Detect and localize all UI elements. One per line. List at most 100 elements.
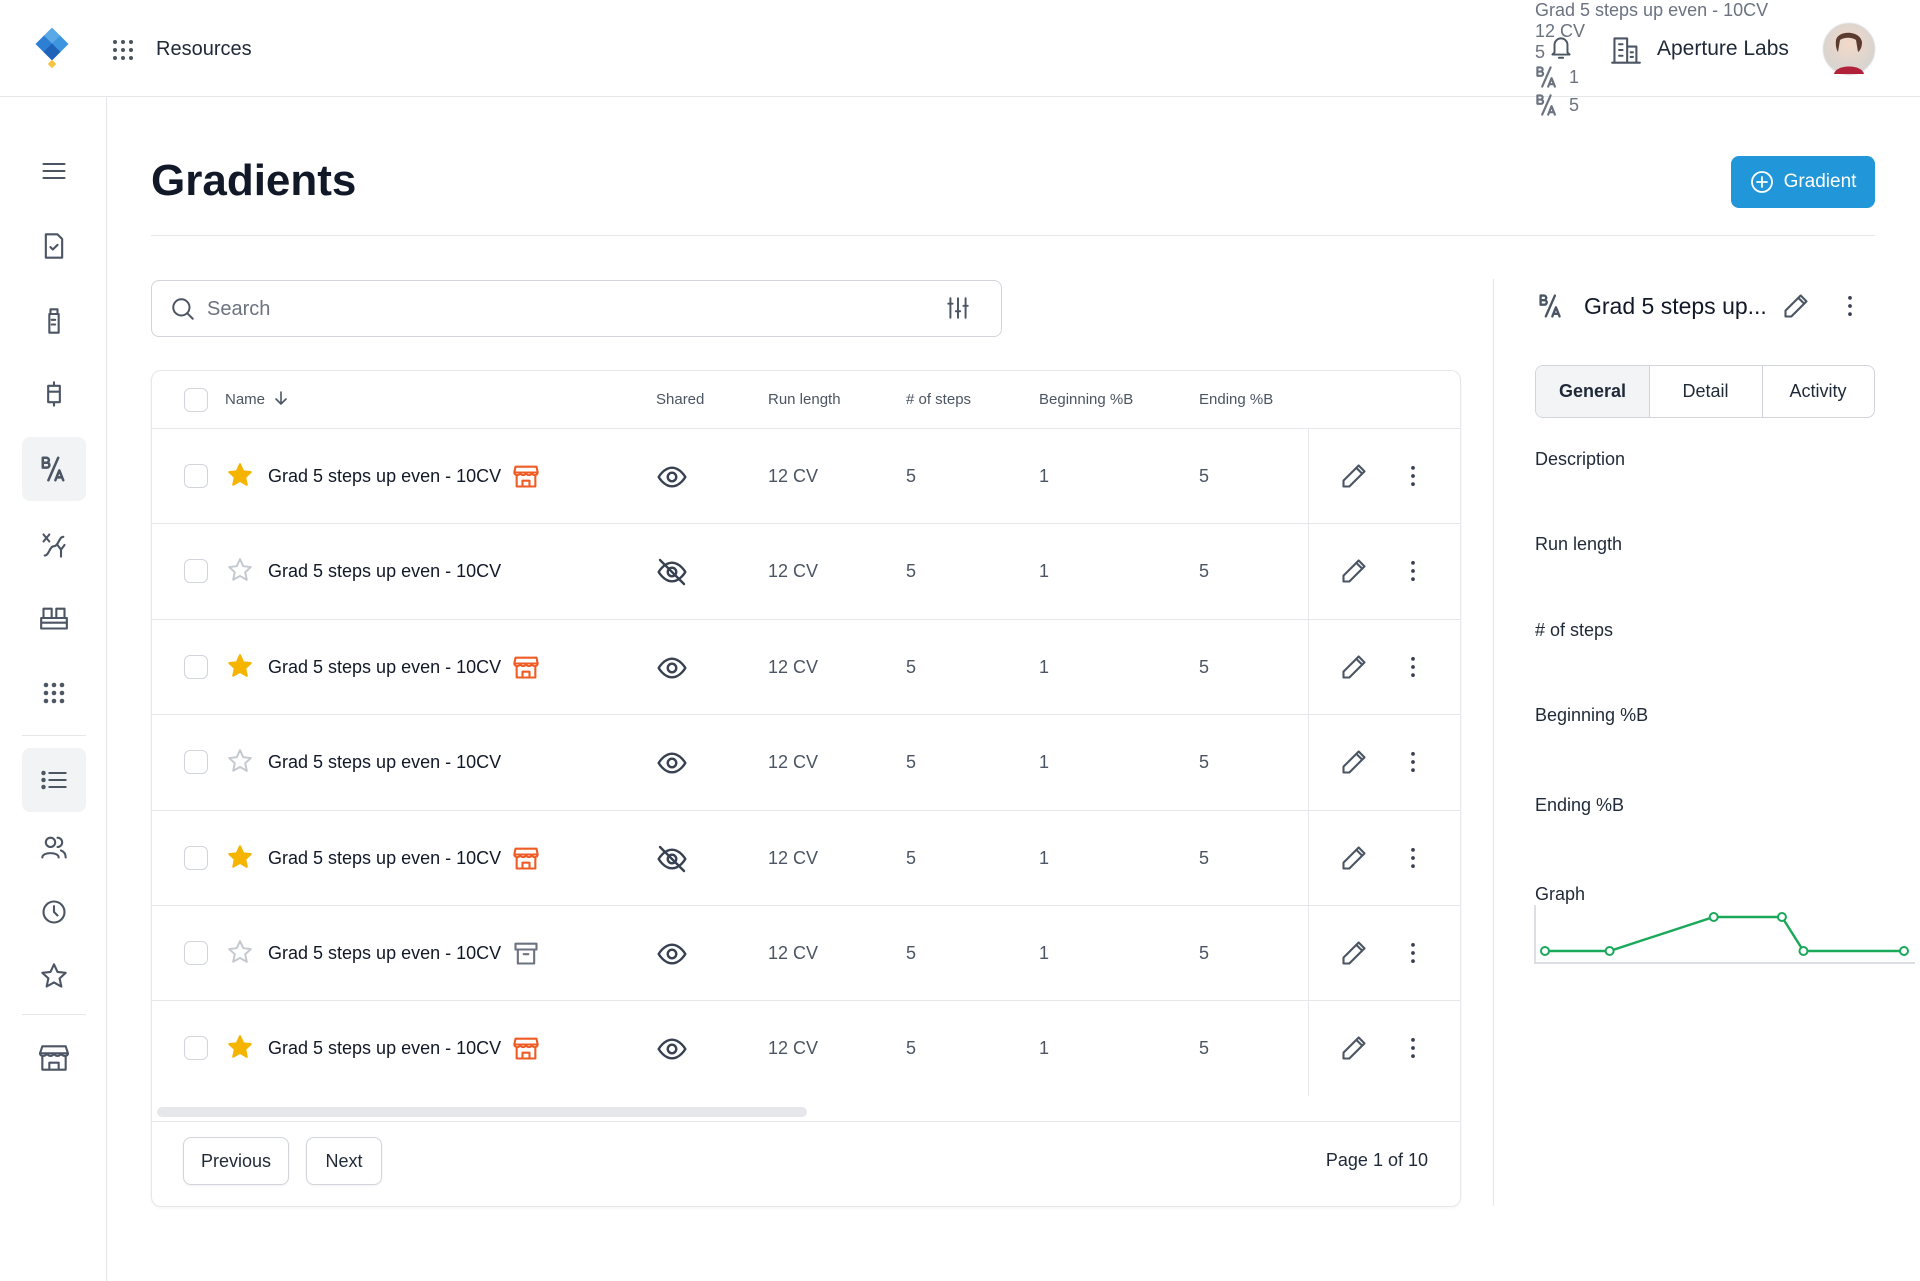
edit-icon[interactable]: [1340, 844, 1368, 872]
shared-icon[interactable]: [656, 652, 688, 684]
star-icon[interactable]: [227, 1034, 253, 1060]
steps: 5: [906, 752, 917, 773]
nav-icon[interactable]: [42, 681, 66, 705]
ending: 5: [1199, 943, 1210, 963]
bell-icon[interactable]: [1548, 33, 1574, 61]
row-checkbox[interactable]: [184, 559, 208, 584]
edit-icon[interactable]: [1782, 292, 1810, 320]
star-icon[interactable]: [227, 653, 253, 679]
avatar[interactable]: [1822, 22, 1876, 76]
graph-axis: [1534, 905, 1915, 964]
gradient-name[interactable]: Grad 5 steps up even - 10CV: [268, 561, 502, 582]
more-icon[interactable]: [1399, 844, 1427, 872]
shared-icon[interactable]: [656, 1033, 688, 1065]
star-icon[interactable]: [227, 557, 253, 583]
row-checkbox[interactable]: [184, 464, 208, 488]
column-header: Ending %B: [1199, 391, 1274, 408]
previous-button[interactable]: Previous: [183, 1137, 289, 1185]
org-name[interactable]: Aperture Labs: [1657, 37, 1789, 60]
nav-icon[interactable]: [40, 766, 68, 794]
more-icon[interactable]: [1399, 653, 1427, 681]
gradient-name[interactable]: Grad 5 steps up even - 10CV: [268, 656, 502, 677]
field-value: Grad 5 steps up even - 10CV: [1535, 0, 1915, 21]
ending: 5: [1199, 656, 1210, 677]
edit-icon[interactable]: [1340, 462, 1368, 490]
steps: 5: [906, 847, 917, 868]
shared-icon[interactable]: [656, 461, 688, 493]
row-checkbox[interactable]: [184, 750, 208, 775]
nav-icon[interactable]: [40, 962, 68, 990]
search-box[interactable]: Search: [151, 280, 1002, 337]
nav-icon[interactable]: [40, 455, 68, 483]
edit-icon[interactable]: [1340, 939, 1368, 967]
gradient-name[interactable]: Grad 5 steps up even - 10CV: [268, 466, 502, 486]
gradient-name[interactable]: Grad 5 steps up even - 10CV: [268, 752, 502, 773]
button-label: Gradient: [1783, 171, 1857, 192]
graph-point: [1776, 912, 1787, 922]
shared-icon[interactable]: [656, 747, 688, 779]
nav-icon[interactable]: [40, 833, 68, 861]
next-button[interactable]: Next: [306, 1137, 382, 1185]
edit-icon[interactable]: [1340, 748, 1368, 776]
not-shared-icon[interactable]: [656, 843, 688, 875]
edit-icon[interactable]: [1340, 557, 1368, 585]
field-value: 5: [1535, 91, 1915, 119]
more-icon[interactable]: [1836, 292, 1864, 320]
row-checkbox[interactable]: [184, 1036, 208, 1061]
more-icon[interactable]: [1399, 939, 1427, 967]
tab[interactable]: General: [1536, 366, 1650, 417]
beginning: 1: [1039, 1038, 1050, 1059]
row-checkbox[interactable]: [184, 654, 208, 679]
gradient-name[interactable]: Grad 5 steps up even - 10CV: [268, 943, 502, 963]
scrollbar[interactable]: [157, 1107, 807, 1117]
beginning: 1: [1039, 943, 1050, 963]
menu-icon[interactable]: [40, 157, 68, 185]
logo[interactable]: [30, 28, 74, 72]
row-checkbox[interactable]: [184, 845, 208, 870]
nav-icon[interactable]: [40, 380, 68, 408]
nav-icon[interactable]: [40, 307, 68, 335]
nav-icon[interactable]: [40, 898, 68, 926]
tab[interactable]: Activity: [1789, 381, 1847, 401]
ending: 5: [1199, 752, 1210, 773]
sidebar-border: [106, 96, 107, 1281]
tab[interactable]: Detail: [1649, 366, 1763, 417]
column-header: Shared: [656, 391, 705, 408]
nav-icon[interactable]: [38, 1044, 70, 1072]
action-divider: [1308, 906, 1309, 1001]
ending: 5: [1199, 1038, 1210, 1059]
nav-icon[interactable]: [40, 531, 68, 559]
nav-icon[interactable]: [40, 232, 68, 260]
filter-icon[interactable]: [945, 295, 971, 321]
app-name[interactable]: Resources: [156, 38, 252, 60]
divider: [151, 235, 1875, 236]
steps: 5: [906, 466, 917, 486]
star-icon[interactable]: [227, 748, 253, 774]
archive-icon: [514, 942, 538, 965]
not-shared-icon[interactable]: [656, 556, 688, 588]
apps-icon[interactable]: [111, 38, 135, 62]
add-gradient-button[interactable]: Gradient: [1731, 156, 1875, 208]
beginning: 1: [1039, 752, 1050, 773]
nav-icon[interactable]: [38, 604, 70, 632]
column-header[interactable]: Name: [225, 371, 289, 428]
more-icon[interactable]: [1399, 557, 1427, 585]
table-card: Previous Next Page 1 of 10 Name Shared Run…: [151, 370, 1461, 1207]
action-divider: [1308, 524, 1309, 619]
select-all-checkbox[interactable]: [184, 388, 208, 412]
more-icon[interactable]: [1399, 462, 1427, 490]
more-icon[interactable]: [1399, 1034, 1427, 1062]
more-icon[interactable]: [1399, 748, 1427, 776]
edit-icon[interactable]: [1340, 653, 1368, 681]
shared-icon[interactable]: [656, 938, 688, 970]
table-row: Grad 5 steps up even - 10CV 12 CV 5 1 5: [152, 524, 1460, 620]
gradient-name[interactable]: Grad 5 steps up even - 10CV: [268, 1038, 502, 1059]
star-icon[interactable]: [227, 844, 253, 870]
table-row: Grad 5 steps up even - 10CV 12 CV 5 1 5: [152, 715, 1460, 811]
row-checkbox[interactable]: [184, 941, 208, 965]
edit-icon[interactable]: [1340, 1034, 1368, 1062]
star-icon[interactable]: [227, 462, 253, 488]
gradient-name[interactable]: Grad 5 steps up even - 10CV: [268, 847, 502, 868]
star-icon[interactable]: [227, 939, 253, 965]
table-row: Grad 5 steps up even - 10CV 12 CV 5 1 5: [152, 906, 1460, 1002]
